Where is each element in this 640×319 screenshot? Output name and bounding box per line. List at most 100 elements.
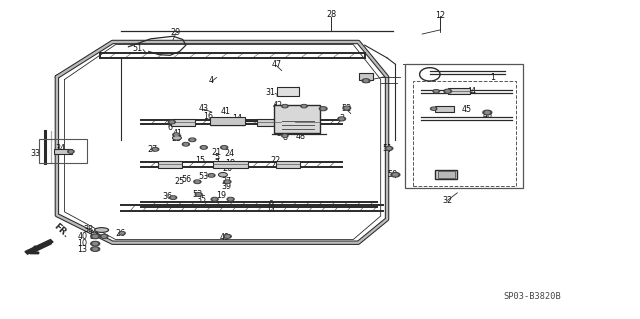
Circle shape (120, 233, 124, 234)
Circle shape (202, 146, 205, 148)
Text: 31: 31 (266, 88, 275, 97)
Circle shape (173, 136, 181, 140)
Circle shape (446, 90, 450, 92)
Circle shape (226, 181, 229, 182)
Bar (213, 161, 248, 168)
Text: 36: 36 (163, 192, 172, 202)
Circle shape (91, 234, 100, 239)
Text: 7: 7 (214, 158, 219, 167)
Text: 41: 41 (173, 129, 182, 137)
Circle shape (152, 148, 159, 151)
Text: 8: 8 (282, 133, 287, 142)
Circle shape (225, 235, 229, 237)
Text: 41: 41 (221, 108, 230, 116)
Text: 55: 55 (276, 129, 287, 138)
Circle shape (102, 235, 106, 237)
Polygon shape (25, 240, 53, 254)
Circle shape (321, 108, 325, 110)
Text: 27: 27 (148, 145, 158, 154)
Text: 45: 45 (462, 105, 472, 114)
Text: 40: 40 (77, 232, 88, 241)
Bar (435, 170, 458, 179)
Circle shape (100, 234, 108, 238)
Bar (171, 119, 195, 125)
Circle shape (385, 146, 393, 150)
Circle shape (168, 120, 175, 124)
Text: 16: 16 (204, 112, 213, 121)
Text: 10: 10 (77, 239, 88, 248)
Text: 4: 4 (209, 76, 214, 85)
Text: 42: 42 (273, 101, 283, 110)
Circle shape (340, 118, 344, 120)
Text: 35: 35 (196, 195, 207, 204)
Bar (413, 81, 516, 186)
Polygon shape (359, 73, 373, 80)
Circle shape (213, 198, 216, 200)
Circle shape (345, 107, 349, 109)
Circle shape (197, 194, 200, 195)
Circle shape (301, 105, 307, 108)
Circle shape (172, 197, 175, 198)
Circle shape (282, 134, 288, 137)
Circle shape (435, 90, 438, 92)
Circle shape (191, 139, 194, 141)
Polygon shape (54, 149, 72, 154)
Text: 26: 26 (116, 229, 126, 238)
Text: 13: 13 (77, 245, 88, 254)
Circle shape (319, 107, 327, 111)
Text: 56: 56 (182, 175, 191, 184)
Ellipse shape (95, 228, 109, 233)
Text: 6: 6 (168, 123, 172, 132)
Text: 21: 21 (211, 148, 221, 157)
Circle shape (173, 133, 180, 137)
Circle shape (69, 151, 72, 152)
Circle shape (343, 106, 351, 110)
Circle shape (68, 150, 74, 153)
Text: 46: 46 (483, 111, 492, 120)
Text: 5: 5 (214, 153, 219, 162)
Circle shape (485, 111, 490, 114)
Circle shape (184, 143, 188, 145)
Text: 14: 14 (232, 114, 242, 123)
Bar (257, 119, 281, 125)
Circle shape (218, 173, 227, 177)
Bar (448, 88, 470, 94)
Circle shape (393, 174, 397, 176)
Circle shape (91, 247, 100, 251)
Circle shape (200, 146, 207, 149)
Circle shape (210, 174, 213, 176)
Bar (276, 87, 299, 96)
Circle shape (195, 193, 202, 196)
Text: FR.: FR. (52, 222, 70, 240)
Text: 34: 34 (56, 144, 66, 153)
Text: 39: 39 (221, 182, 232, 191)
Circle shape (170, 196, 177, 199)
Circle shape (282, 105, 288, 108)
Circle shape (182, 143, 189, 146)
Polygon shape (210, 117, 245, 125)
Bar (276, 161, 300, 168)
Text: 1: 1 (490, 73, 495, 82)
Text: 32: 32 (443, 196, 452, 205)
Circle shape (223, 234, 231, 238)
Circle shape (91, 241, 100, 246)
Text: 53: 53 (193, 190, 202, 199)
Text: 47: 47 (271, 60, 282, 69)
Bar (405, 64, 523, 188)
Text: 29: 29 (170, 28, 180, 37)
Text: 38: 38 (84, 225, 94, 234)
Text: 48: 48 (296, 132, 306, 141)
Circle shape (194, 180, 201, 183)
Bar (274, 105, 320, 133)
Text: 24: 24 (224, 149, 234, 158)
Circle shape (227, 197, 234, 201)
Circle shape (303, 105, 306, 107)
Text: 37: 37 (221, 177, 232, 186)
Text: 12: 12 (435, 11, 445, 20)
Text: 43: 43 (199, 104, 209, 113)
Text: 28: 28 (326, 11, 337, 19)
Text: 46: 46 (282, 125, 292, 134)
Circle shape (224, 180, 231, 183)
Text: 20: 20 (222, 164, 232, 173)
Text: 52: 52 (342, 104, 352, 113)
